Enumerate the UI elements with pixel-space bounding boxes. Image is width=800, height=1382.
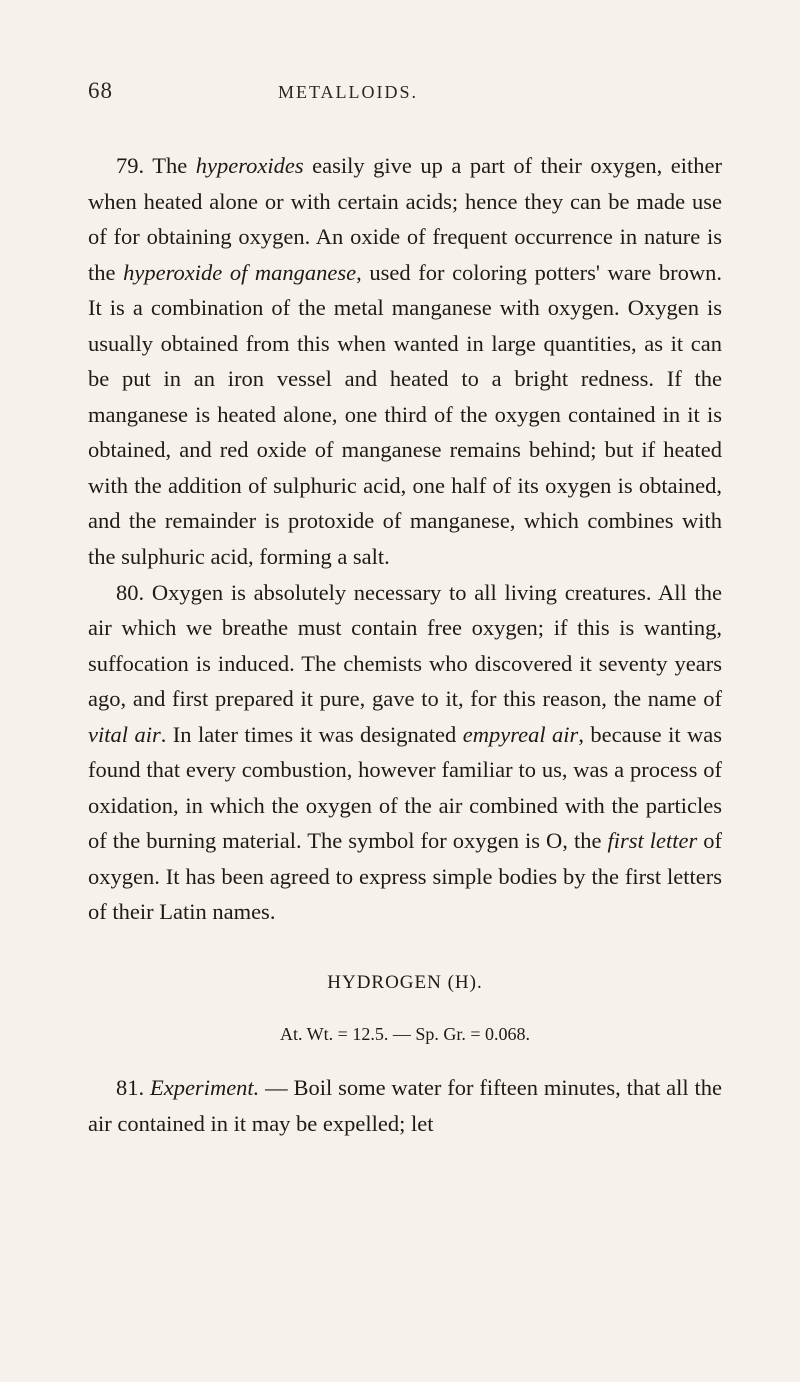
hydrogen-formula: At. Wt. = 12.5. — Sp. Gr. = 0.068. bbox=[88, 1020, 722, 1048]
document-page: 68 METALLOIDS. 79. The hyperoxides easil… bbox=[0, 0, 800, 1382]
paragraph-79: 79. The hyperoxides easily give up a par… bbox=[88, 148, 722, 575]
p80-text1: 80. Oxygen is absolutely necessary to al… bbox=[88, 580, 722, 712]
p80-empyreal-air: empyreal air bbox=[463, 722, 579, 747]
p80-first-letter: first letter bbox=[607, 828, 697, 853]
p80-text2: . In later times it was designated bbox=[161, 722, 463, 747]
p79-hyperoxide-manganese: hyperoxide of manganese bbox=[123, 260, 356, 285]
p79-hyperoxides: hyperoxides bbox=[196, 153, 304, 178]
p79-text2: , used for coloring potters' ware brown.… bbox=[88, 260, 722, 569]
paragraph-80: 80. Oxygen is absolutely necessary to al… bbox=[88, 575, 722, 930]
p79-prefix: 79. The bbox=[116, 153, 196, 178]
paragraph-81: 81. Experiment. — Boil some water for fi… bbox=[88, 1070, 722, 1141]
p81-prefix: 81. bbox=[116, 1075, 150, 1100]
page-number: 68 bbox=[88, 78, 113, 104]
page-header: 68 METALLOIDS. bbox=[88, 78, 722, 104]
p80-vital-air: vital air bbox=[88, 722, 161, 747]
p81-experiment: Experiment. bbox=[150, 1075, 259, 1100]
hydrogen-section-title: HYDROGEN (H). bbox=[88, 968, 722, 998]
chapter-title: METALLOIDS. bbox=[278, 82, 418, 103]
body-text: 79. The hyperoxides easily give up a par… bbox=[88, 148, 722, 1142]
